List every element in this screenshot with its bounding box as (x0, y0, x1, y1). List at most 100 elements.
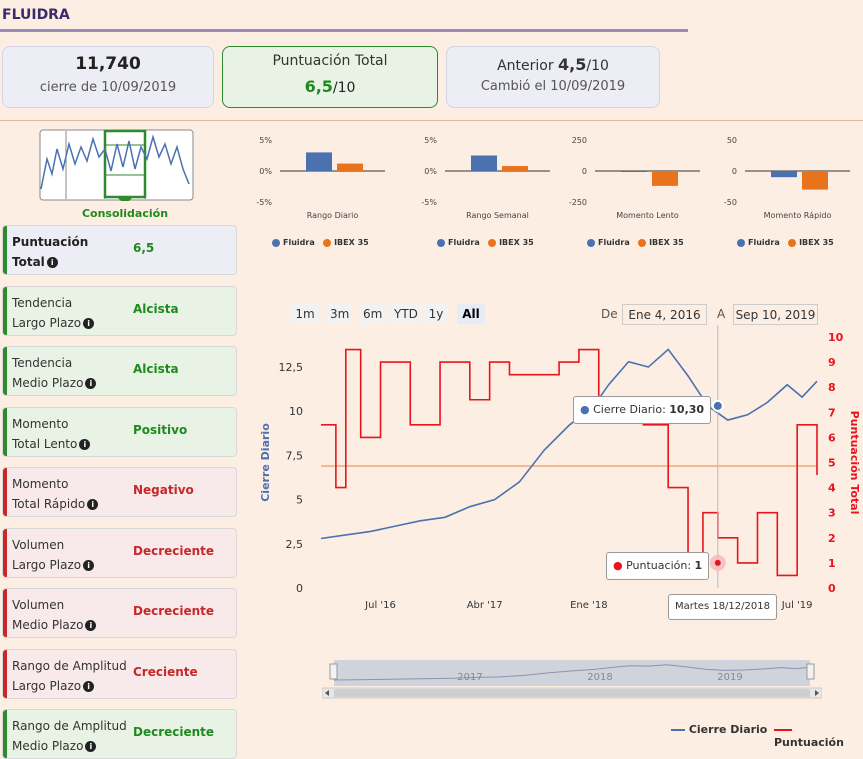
to-date-input[interactable]: Sep 10, 2019 (733, 304, 818, 325)
indicator-status-bar (3, 407, 7, 456)
indicator-status-bar (3, 589, 7, 637)
total-score-denominator: /10 (332, 80, 356, 96)
legend-label-fluidra[interactable]: Fluidra (598, 238, 630, 247)
indicator-label-line1: Momento (12, 416, 69, 431)
y-left-tick: 12,5 (279, 361, 304, 374)
navigator-scrollbar-thumb[interactable] (334, 689, 810, 697)
legend-score[interactable]: Puntuación (774, 723, 863, 749)
indicator-label: Rango de Amplitud Medio Plazo i (12, 716, 137, 756)
y-right-tick: 10 (828, 331, 844, 344)
legend-label-ibex[interactable]: IBEX 35 (334, 238, 369, 247)
range-button-1y[interactable]: 1y (424, 304, 448, 324)
indicator-label-line2: Largo Plazo (12, 315, 82, 330)
legend-score-swatch (774, 729, 792, 731)
legend-label-fluidra[interactable]: Fluidra (748, 238, 780, 247)
last-close-value: 11,740 (75, 54, 141, 74)
indicator-label: Puntuación Total i (12, 232, 137, 272)
previous-score-card: Anterior 4,5/10 Cambió el 10/09/2019 (446, 46, 660, 108)
navigator-window[interactable] (334, 660, 810, 686)
indicator-row: Puntuación Total i 6,5 (2, 225, 237, 275)
mini-chart-legend: Fluidra IBEX 35 (272, 238, 369, 247)
y-right-tick: 0 (828, 582, 836, 595)
y-right-tick: 8 (828, 381, 836, 394)
legend-label-ibex[interactable]: IBEX 35 (499, 238, 534, 247)
y-left-tick: 2,5 (286, 538, 304, 551)
score-tooltip: ● Puntuación: 1 (606, 552, 710, 580)
info-icon[interactable]: i (87, 499, 99, 510)
indicator-value: Decreciente (133, 725, 215, 739)
indicator-label-line2: Largo Plazo (12, 678, 82, 693)
section-divider (0, 120, 863, 121)
info-icon[interactable]: i (79, 438, 91, 450)
indicator-value: Decreciente (133, 543, 215, 558)
chart-navigator[interactable]: 2017 2018 2019 (322, 658, 822, 700)
legend-label-ibex[interactable]: IBEX 35 (649, 238, 684, 247)
navigator-year-label: 2017 (457, 672, 482, 683)
legend-label-fluidra[interactable]: Fluidra (448, 238, 480, 247)
info-icon[interactable]: i (85, 620, 97, 631)
range-button-3m[interactable]: 3m (326, 304, 352, 324)
scroll-left-icon[interactable] (325, 690, 329, 696)
indicator-value: Decreciente (133, 604, 215, 618)
info-icon[interactable]: i (83, 317, 95, 329)
scroll-right-icon[interactable] (815, 690, 819, 696)
y-right-axis-label: Puntuación Total (848, 411, 861, 515)
indicator-value: Creciente (133, 664, 198, 679)
navigator-right-handle[interactable] (806, 663, 815, 680)
y-left-tick: 5 (296, 494, 303, 507)
info-icon[interactable]: i (83, 680, 95, 692)
previous-score-label: Anterior (497, 58, 559, 74)
indicator-row: Tendencia Largo Plazo i Alcista (2, 285, 237, 336)
x-tick: Jul '16 (364, 600, 396, 611)
mini-chart-title: Rango Diario (307, 211, 359, 220)
price-series-line (320, 348, 818, 540)
previous-score-value: 4,5 (558, 55, 587, 74)
indicator-value: Negativo (133, 483, 194, 497)
indicator-label-line1: Rango de Amplitud (12, 719, 127, 733)
mini-chart-bar (621, 171, 647, 172)
close-tooltip-value: 10,30 (669, 403, 705, 416)
info-icon[interactable]: i (83, 559, 95, 571)
indicator-label: Tendencia Largo Plazo i (12, 293, 137, 333)
indicator-value: Positivo (133, 422, 188, 437)
mini-chart-bar (471, 155, 497, 171)
range-button-1m[interactable]: 1m (291, 304, 319, 324)
mini-chart-tick: 0% (259, 167, 272, 176)
mini-chart-bar (802, 171, 828, 190)
legend-dot-ibex (788, 238, 797, 247)
mini-chart-legend: Fluidra IBEX 35 (587, 238, 684, 247)
indicator-label-line2: Total (12, 255, 45, 269)
info-icon[interactable]: i (85, 741, 97, 752)
range-button-ytd[interactable]: YTD (390, 304, 420, 324)
total-score-value: 6,5 (304, 77, 333, 96)
y-right-tick: 9 (828, 356, 836, 369)
indicator-value: 6,5 (133, 241, 155, 255)
legend-label-fluidra[interactable]: Fluidra (283, 238, 315, 247)
previous-score-caption: Cambió el 10/09/2019 (480, 79, 626, 94)
x-tick: Jul '19 (781, 600, 813, 611)
y-right-tick: 1 (828, 557, 836, 570)
info-icon[interactable]: i (85, 378, 97, 389)
indicator-row: Tendencia Medio Plazo i Alcista (2, 346, 237, 396)
indicator-status-bar (3, 347, 7, 395)
legend-price[interactable]: Cierre Diario (671, 723, 767, 736)
indicator-label-line1: Puntuación (12, 235, 89, 249)
indicator-label-line2: Total Lento (12, 436, 78, 451)
info-icon[interactable]: i (46, 257, 58, 268)
indicator-label-line1: Momento (12, 477, 69, 491)
pattern-thumbnail (39, 129, 194, 201)
y-left-axis-label: Cierre Diario (259, 423, 272, 502)
legend-dot-ibex (488, 238, 497, 247)
range-button-6m[interactable]: 6m (359, 304, 385, 324)
legend-label-ibex[interactable]: IBEX 35 (799, 238, 834, 247)
from-date-input[interactable]: Ene 4, 2016 (622, 304, 707, 325)
y-right-tick: 3 (828, 507, 836, 520)
header-divider (0, 29, 688, 32)
previous-score-denominator: /10 (586, 58, 609, 74)
score-tooltip-value: 1 (694, 559, 703, 572)
mini-chart-title: Rango Semanal (466, 211, 529, 220)
range-button-all[interactable]: All (457, 304, 485, 324)
legend-price-swatch (671, 729, 685, 731)
indicator-label: Momento Total Lento i (12, 414, 137, 454)
navigator-left-handle[interactable] (329, 663, 338, 680)
